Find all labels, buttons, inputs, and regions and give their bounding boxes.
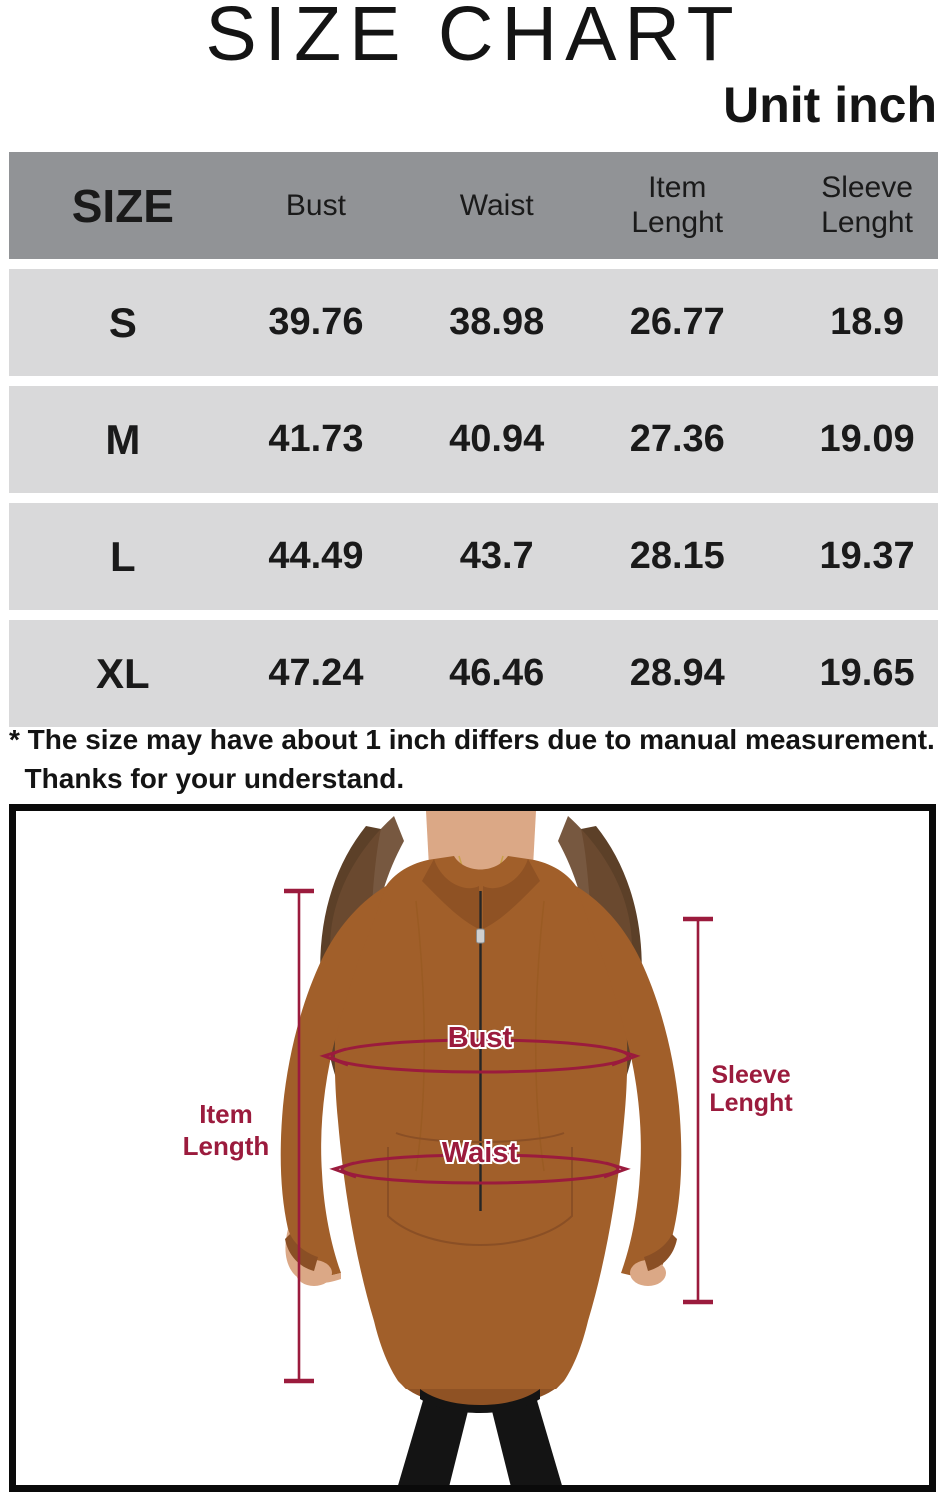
svg-text:Waist: Waist xyxy=(442,1137,519,1169)
svg-text:Bust: Bust xyxy=(448,1022,513,1054)
svg-text:Item: Item xyxy=(199,1099,252,1129)
svg-text:Lenght: Lenght xyxy=(709,1089,793,1117)
svg-text:Sleeve: Sleeve xyxy=(711,1061,790,1089)
svg-text:Length: Length xyxy=(183,1131,270,1161)
